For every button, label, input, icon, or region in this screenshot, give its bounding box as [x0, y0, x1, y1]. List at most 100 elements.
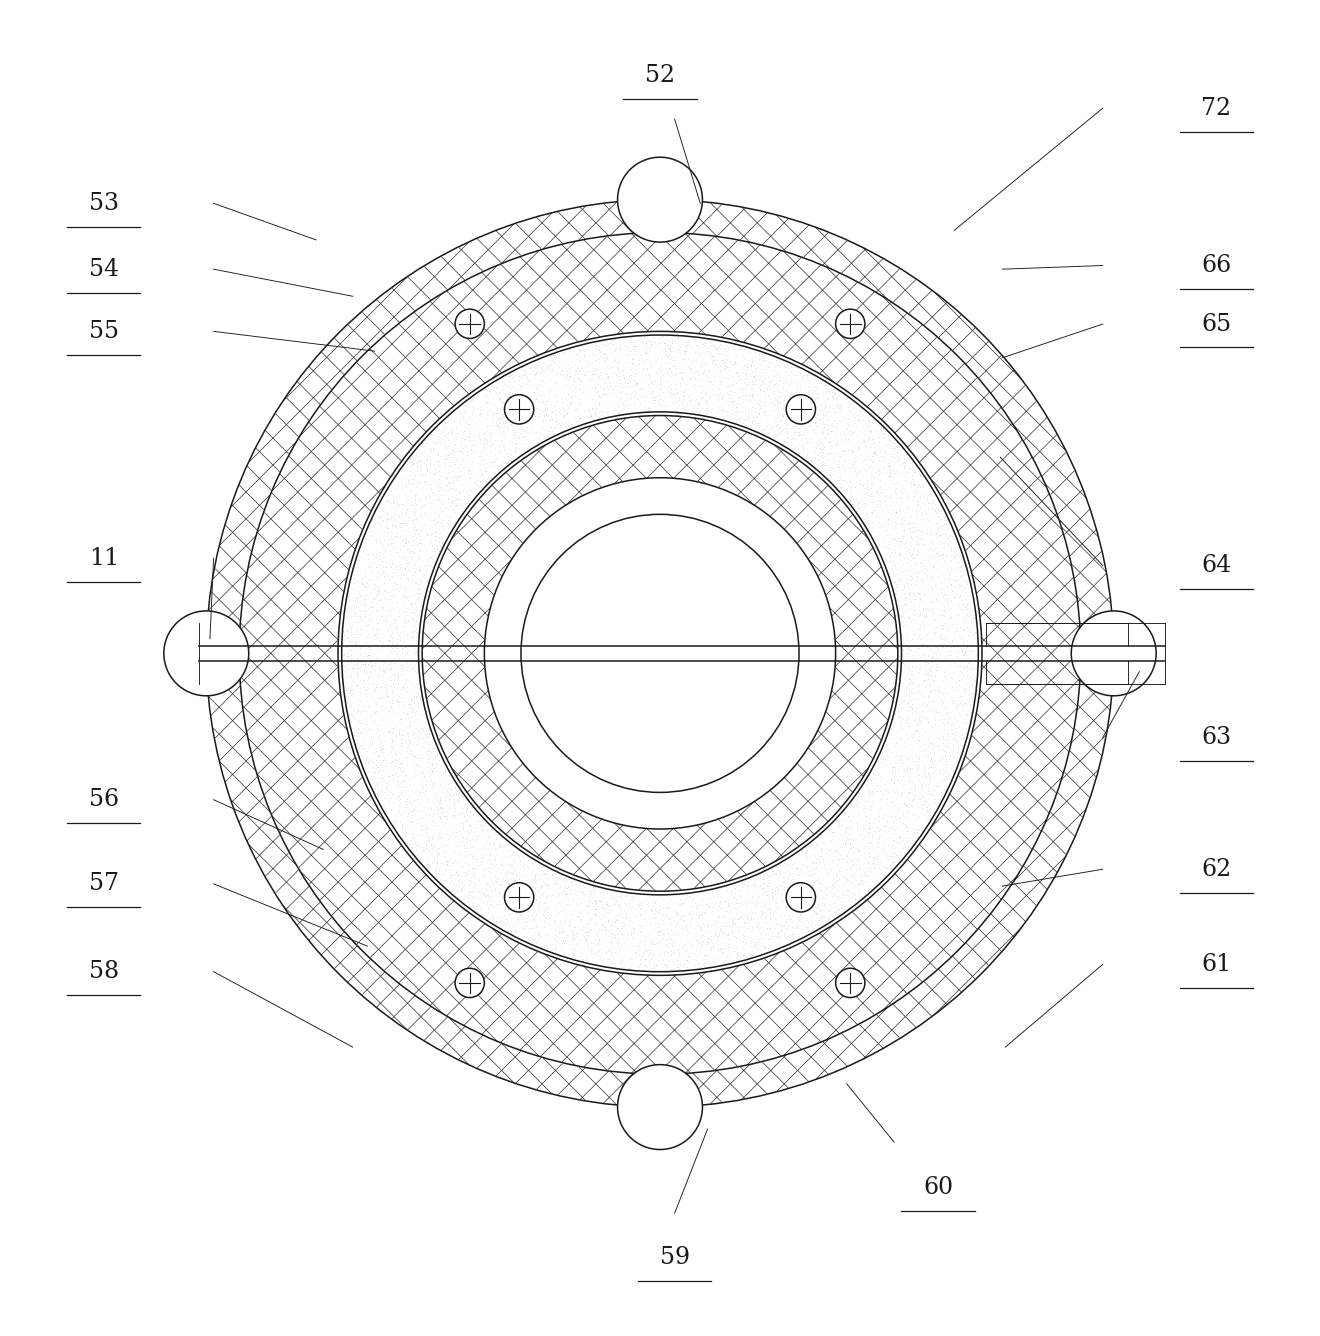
Point — [352, 572, 374, 593]
Point — [887, 701, 908, 723]
Point — [937, 736, 958, 758]
Point — [521, 923, 543, 945]
Point — [420, 524, 441, 545]
Point — [721, 411, 742, 433]
Point — [737, 390, 758, 411]
Point — [399, 762, 420, 783]
Point — [854, 505, 875, 526]
Point — [813, 382, 834, 403]
Point — [921, 680, 942, 701]
Point — [772, 389, 793, 410]
Point — [758, 355, 779, 377]
Point — [776, 858, 797, 879]
Point — [391, 728, 412, 749]
Point — [807, 418, 828, 440]
Point — [808, 383, 829, 405]
Point — [710, 371, 731, 393]
Point — [407, 703, 428, 724]
Point — [932, 504, 953, 525]
Point — [667, 892, 688, 914]
Point — [418, 548, 440, 569]
Point — [437, 492, 458, 513]
Point — [936, 782, 957, 803]
Point — [383, 537, 404, 558]
Point — [849, 872, 870, 894]
Point — [605, 925, 626, 946]
Point — [383, 488, 404, 509]
Point — [385, 811, 407, 832]
Point — [894, 631, 915, 652]
Point — [454, 406, 475, 428]
Point — [665, 386, 686, 407]
Point — [808, 449, 829, 470]
Point — [453, 888, 474, 910]
Point — [867, 844, 888, 866]
Point — [645, 884, 667, 906]
Point — [828, 899, 849, 921]
Point — [929, 699, 950, 720]
Point — [904, 655, 925, 676]
Point — [731, 894, 752, 915]
Point — [486, 465, 507, 486]
Point — [354, 680, 375, 701]
Point — [858, 864, 879, 886]
Point — [878, 525, 899, 546]
Point — [909, 651, 931, 672]
Point — [459, 815, 480, 836]
Point — [692, 375, 713, 397]
Point — [923, 504, 944, 525]
Point — [886, 843, 907, 864]
Point — [504, 919, 525, 941]
Point — [403, 513, 424, 534]
Point — [359, 676, 380, 697]
Point — [572, 394, 593, 415]
Point — [824, 879, 845, 900]
Point — [895, 795, 916, 816]
Point — [396, 623, 417, 644]
Point — [924, 743, 945, 764]
Point — [535, 891, 556, 912]
Point — [667, 955, 688, 977]
Point — [809, 387, 830, 409]
Point — [903, 790, 924, 811]
Point — [803, 852, 824, 874]
Point — [643, 906, 664, 927]
Point — [941, 613, 962, 635]
Point — [902, 660, 923, 681]
Point — [343, 672, 364, 693]
Point — [902, 795, 923, 816]
Point — [705, 343, 726, 365]
Point — [762, 925, 783, 946]
Point — [352, 548, 374, 569]
Point — [795, 899, 816, 921]
Point — [434, 437, 455, 458]
Point — [392, 771, 413, 792]
Point — [781, 391, 803, 413]
Point — [358, 569, 379, 591]
Point — [937, 755, 958, 776]
Point — [347, 580, 368, 601]
Point — [566, 922, 587, 943]
Point — [433, 418, 454, 440]
Point — [726, 927, 747, 949]
Point — [748, 399, 770, 421]
Point — [826, 393, 847, 414]
Point — [948, 596, 969, 617]
Point — [396, 788, 417, 810]
Point — [409, 685, 430, 707]
Point — [558, 943, 579, 965]
Point — [445, 496, 466, 517]
Point — [354, 565, 375, 587]
Point — [820, 876, 841, 898]
Point — [735, 363, 756, 385]
Point — [422, 537, 444, 558]
Point — [484, 444, 506, 465]
Point — [540, 407, 561, 429]
Point — [429, 476, 450, 497]
Point — [445, 776, 466, 798]
Point — [878, 779, 899, 800]
Point — [715, 896, 737, 918]
Point — [875, 780, 896, 802]
Point — [859, 812, 880, 834]
Point — [401, 534, 422, 556]
